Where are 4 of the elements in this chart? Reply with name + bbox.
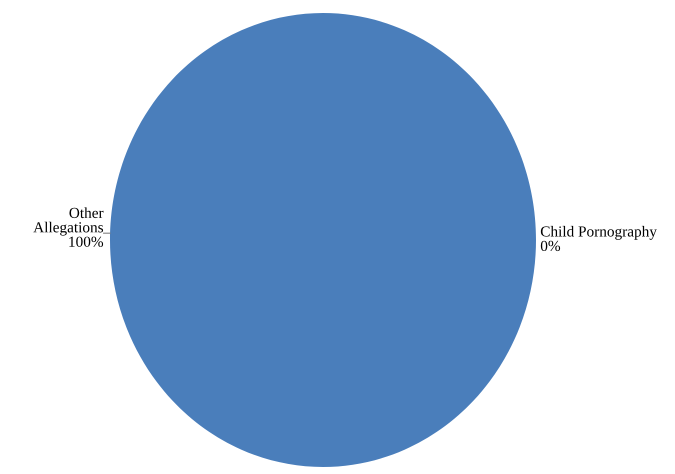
- category-label: Child Pornography: [540, 226, 657, 240]
- data-label: 100%: [69, 236, 104, 247]
- slice-label: Other Allegations: [33, 207, 104, 236]
- text: 0%: [540, 240, 560, 252]
